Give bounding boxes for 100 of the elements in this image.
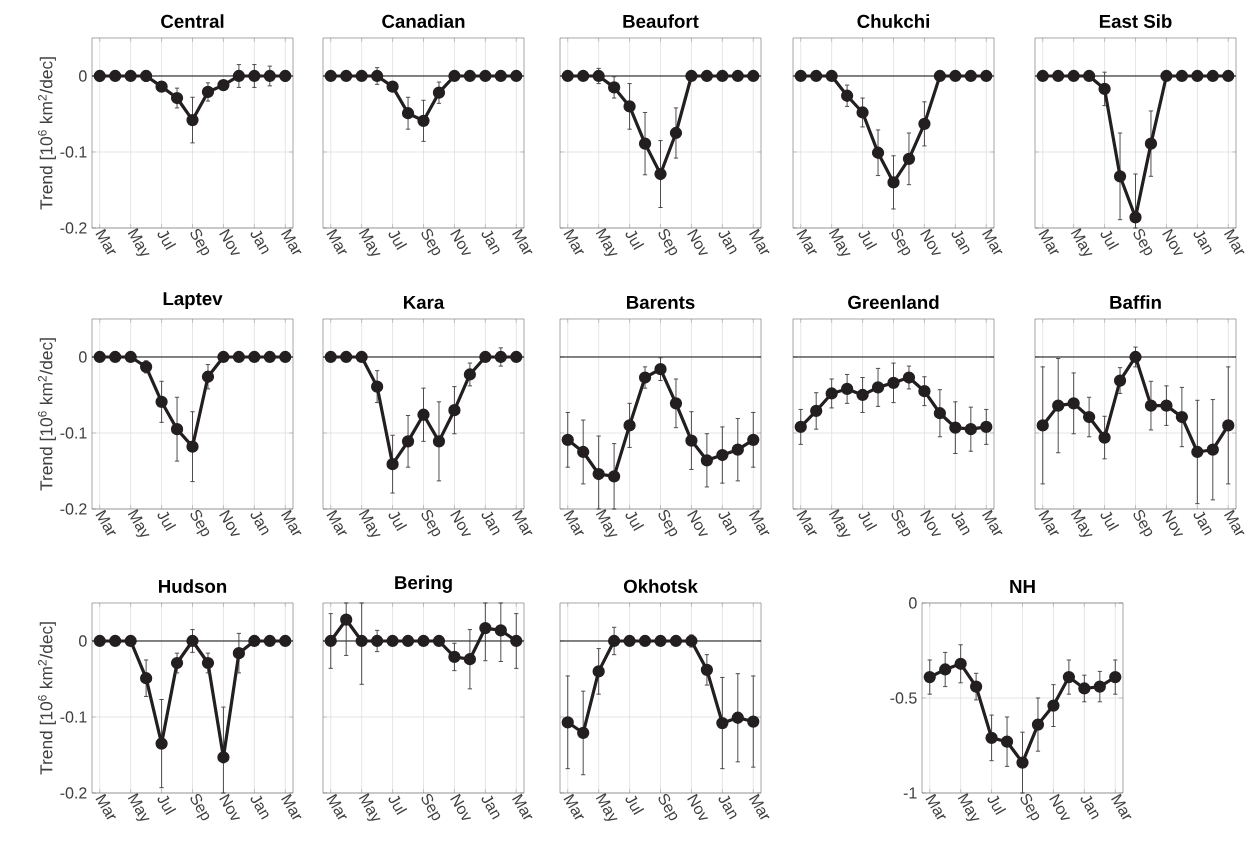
x-tick-label: Jul: [157, 795, 177, 816]
x-tick-label: Sep: [658, 509, 678, 537]
x-tick-label: Mar: [796, 228, 817, 255]
x-tick-label: Jul: [625, 230, 645, 251]
chart-title: Kara: [404, 295, 445, 309]
x-tick-label: Sep: [421, 509, 441, 537]
x-tick-label: Sep: [891, 509, 911, 537]
y-tick-label: -0.1: [60, 427, 87, 439]
x-tick-label: Jan: [718, 795, 737, 820]
y-tick-label: 0: [79, 70, 87, 82]
x-tick-label: Jan: [951, 230, 970, 255]
x-tick-label: Mar: [1111, 793, 1132, 820]
x-tick-label: Jul: [388, 511, 408, 532]
x-tick-label: Jan: [1193, 511, 1212, 536]
x-tick-label: Nov: [219, 228, 241, 255]
chart-title: Beaufort: [623, 14, 699, 28]
y-axis-title: Trend [10$^{6}$ km$^{2}$/dec]: [38, 338, 56, 491]
x-tick-label: Nov: [1162, 228, 1184, 255]
x-tick-label: Sep: [421, 793, 441, 821]
x-tick-label: Jan: [250, 511, 269, 536]
x-tick-label: Mar: [326, 793, 347, 820]
y-tick-label: -0.2: [60, 503, 87, 515]
x-tick-label: Nov: [1049, 793, 1071, 820]
x-tick-label: Jul: [858, 230, 878, 251]
x-tick-label: Sep: [421, 228, 441, 256]
chart-title: Chukchi: [857, 14, 929, 28]
x-tick-label: Jan: [951, 511, 970, 536]
x-tick-label: Mar: [796, 509, 817, 536]
x-tick-label: Nov: [450, 509, 472, 536]
x-tick-label: Mar: [512, 228, 533, 255]
x-tick-label: Mar: [512, 509, 533, 536]
x-tick-label: Mar: [563, 509, 584, 536]
x-tick-label: Mar: [326, 228, 347, 255]
y-tick-label: -0.2: [60, 787, 87, 799]
x-tick-label: Mar: [749, 228, 770, 255]
x-tick-label: Jul: [1100, 230, 1120, 251]
x-tick-label: Mar: [281, 509, 302, 536]
x-tick-label: Mar: [1038, 509, 1059, 536]
x-tick-label: Nov: [1162, 509, 1184, 536]
y-tick-label: -0.1: [60, 711, 87, 723]
x-tick-label: Jul: [625, 511, 645, 532]
chart-title: Hudson: [159, 579, 227, 593]
x-tick-label: Sep: [658, 793, 678, 821]
x-tick-label: Mar: [925, 793, 946, 820]
x-tick-label: Jan: [481, 230, 500, 255]
chart-title: Okhotsk: [623, 579, 698, 593]
x-tick-label: Mar: [281, 793, 302, 820]
x-tick-label: Sep: [1020, 793, 1040, 821]
x-tick-label: Jan: [481, 511, 500, 536]
x-tick-label: Mar: [749, 793, 770, 820]
x-tick-label: Mar: [982, 509, 1003, 536]
x-tick-label: Mar: [563, 228, 584, 255]
y-tick-label: -0.1: [60, 146, 87, 158]
chart-title: Barents: [627, 295, 695, 309]
x-tick-label: Mar: [95, 228, 116, 255]
x-tick-label: Nov: [219, 509, 241, 536]
x-tick-label: Mar: [326, 509, 347, 536]
x-tick-label: Mar: [1224, 228, 1245, 255]
x-tick-label: Jul: [157, 511, 177, 532]
x-tick-label: Jan: [1193, 230, 1212, 255]
x-tick-label: Jul: [987, 795, 1007, 816]
x-tick-label: Mar: [1038, 228, 1059, 255]
y-tick-label: 0: [79, 351, 87, 363]
y-axis-title: Trend [10$^{6}$ km$^{2}$/dec]: [38, 57, 56, 210]
x-tick-label: Jan: [718, 230, 737, 255]
chart-title: Canadian: [382, 14, 465, 28]
x-tick-label: Sep: [1133, 509, 1153, 537]
x-tick-label: Mar: [563, 793, 584, 820]
chart-title: Laptev: [163, 292, 223, 309]
chart-title: Bering: [395, 575, 452, 593]
x-tick-label: Sep: [891, 228, 911, 256]
x-tick-label: Nov: [687, 228, 709, 255]
x-tick-label: Sep: [190, 793, 210, 821]
x-tick-label: Nov: [219, 793, 241, 820]
x-tick-label: Mar: [749, 509, 770, 536]
x-tick-label: Mar: [95, 793, 116, 820]
y-tick-label: 0: [79, 635, 87, 647]
x-tick-label: Jan: [718, 511, 737, 536]
x-tick-label: Jan: [481, 795, 500, 820]
x-tick-label: Jul: [157, 230, 177, 251]
x-tick-label: Sep: [658, 228, 678, 256]
x-tick-label: Jul: [388, 795, 408, 816]
x-tick-label: Mar: [281, 228, 302, 255]
chart-title: Greenland: [848, 295, 939, 309]
y-tick-label: -0.2: [60, 222, 87, 234]
x-tick-label: Jan: [250, 795, 269, 820]
x-tick-label: Mar: [1224, 509, 1245, 536]
x-tick-label: Jul: [1100, 511, 1120, 532]
chart-title: Central: [161, 14, 224, 28]
chart-title: Baffin: [1110, 295, 1161, 309]
y-axis-title: Trend [10$^{6}$ km$^{2}$/dec]: [38, 622, 56, 775]
x-tick-label: Mar: [982, 228, 1003, 255]
chart-title: East Sib: [1099, 14, 1172, 28]
x-tick-label: Mar: [95, 509, 116, 536]
x-tick-label: Jul: [625, 795, 645, 816]
y-tick-label: -1: [903, 787, 917, 799]
x-tick-label: Jul: [858, 511, 878, 532]
x-tick-label: Nov: [450, 228, 472, 255]
chart-title: NH: [1010, 580, 1035, 593]
x-tick-label: Sep: [190, 228, 210, 256]
